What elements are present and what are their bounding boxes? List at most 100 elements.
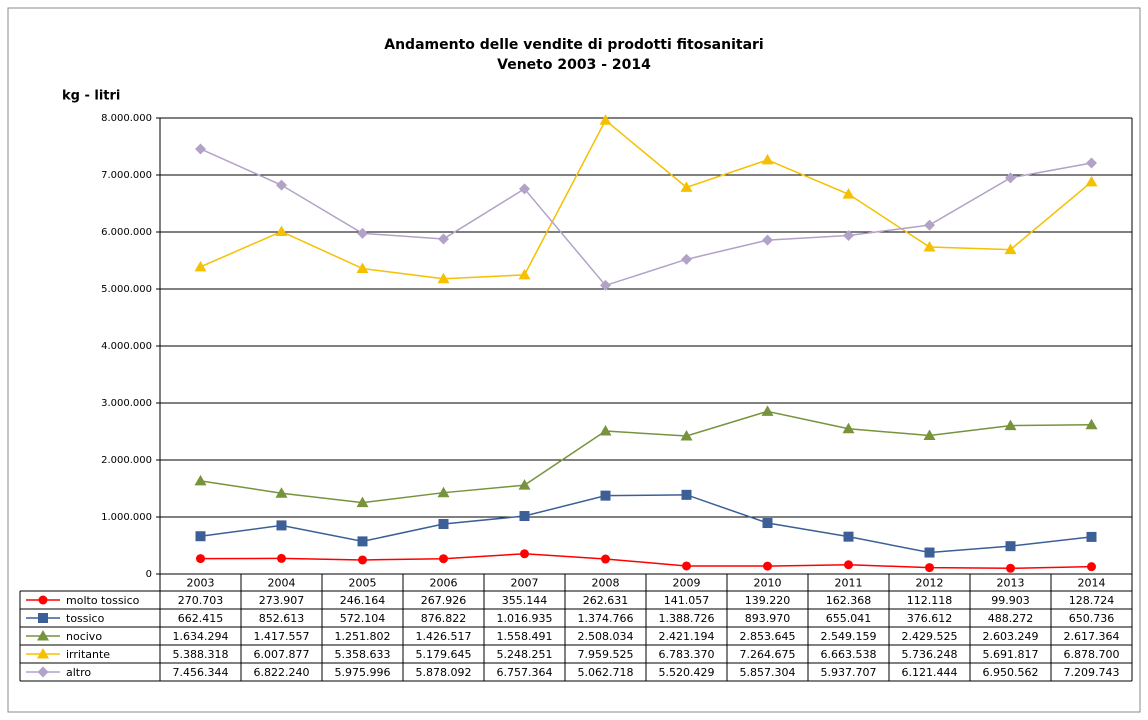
x-tick-label: 2006 — [430, 577, 458, 590]
table-cell: 2.421.194 — [659, 630, 715, 643]
table-cell: 270.703 — [178, 594, 224, 607]
marker — [276, 179, 287, 191]
x-tick-label: 2005 — [349, 577, 377, 590]
marker — [37, 648, 49, 659]
marker — [357, 227, 368, 239]
table-cell: 893.970 — [745, 612, 791, 625]
table-cell: 1.388.726 — [659, 612, 715, 625]
table-cell: 1.251.802 — [335, 630, 391, 643]
table-cell: 655.041 — [826, 612, 872, 625]
table-cell: 267.926 — [421, 594, 467, 607]
marker — [276, 520, 287, 531]
table-cell: 6.950.562 — [983, 666, 1039, 679]
legend-label: altro — [66, 666, 91, 679]
table-cell: 2.429.525 — [902, 630, 958, 643]
table-cell: 6.663.538 — [821, 648, 877, 661]
table-cell: 6.783.370 — [659, 648, 715, 661]
marker — [1006, 563, 1015, 573]
table-cell: 6.121.444 — [902, 666, 958, 679]
y-tick-label: 2.000.000 — [101, 455, 152, 466]
marker — [1005, 541, 1016, 552]
table-cell: 5.691.817 — [983, 648, 1039, 661]
marker — [842, 422, 855, 434]
marker — [1005, 172, 1016, 184]
table-cell: 1.634.294 — [173, 630, 229, 643]
table-cell: 99.903 — [991, 594, 1030, 607]
marker — [1004, 419, 1017, 431]
table-cell: 1.426.517 — [416, 630, 472, 643]
marker — [761, 405, 774, 416]
table-cell: 1.016.935 — [497, 612, 553, 625]
table-cell: 246.164 — [340, 594, 386, 607]
table-cell: 128.724 — [1069, 594, 1115, 607]
marker — [843, 230, 854, 242]
marker — [923, 429, 936, 441]
marker — [680, 429, 693, 441]
table-cell: 139.220 — [745, 594, 791, 607]
table-cell: 1.417.557 — [254, 630, 310, 643]
table-cell: 5.248.251 — [497, 648, 553, 661]
table-cell: 2.603.249 — [983, 630, 1039, 643]
marker — [437, 272, 450, 284]
table-cell: 2.853.645 — [740, 630, 796, 643]
marker — [924, 219, 935, 231]
marker — [1004, 243, 1017, 255]
marker — [357, 536, 368, 547]
series-line — [200, 148, 1092, 287]
marker — [38, 595, 48, 605]
marker — [438, 519, 449, 530]
y-tick-label: 6.000.000 — [101, 227, 152, 238]
marker — [275, 225, 288, 237]
table-cell: 5.857.304 — [740, 666, 796, 679]
chart-subtitle: Veneto 2003 - 2014 — [497, 57, 651, 73]
legend-label: nocivo — [66, 630, 102, 643]
table-cell: 141.057 — [664, 594, 710, 607]
marker — [194, 474, 207, 486]
marker — [37, 630, 49, 641]
table-cell: 162.368 — [826, 594, 872, 607]
chart-title: Andamento delle vendite di prodotti fito… — [384, 37, 763, 53]
marker — [762, 518, 773, 529]
marker — [356, 496, 369, 508]
legend-label: molto tossico — [66, 594, 140, 607]
table-cell: 650.736 — [1069, 612, 1115, 625]
y-tick-label: 3.000.000 — [101, 398, 152, 409]
marker — [356, 262, 369, 274]
marker — [844, 560, 853, 570]
table-cell: 5.179.645 — [416, 648, 472, 661]
marker — [761, 153, 774, 165]
marker — [358, 555, 367, 565]
y-tick-label: 0 — [146, 569, 152, 580]
chart-border — [7, 7, 1141, 713]
x-tick-label: 2014 — [1078, 577, 1106, 590]
marker — [438, 233, 449, 245]
x-tick-label: 2007 — [511, 577, 539, 590]
table-cell: 5.975.996 — [335, 666, 391, 679]
table-cell: 376.612 — [907, 612, 953, 625]
y-tick-label: 1.000.000 — [101, 512, 152, 523]
marker — [277, 553, 286, 563]
marker — [843, 531, 854, 542]
marker — [763, 561, 772, 571]
marker — [1086, 157, 1097, 169]
marker — [923, 241, 936, 252]
marker — [519, 511, 530, 522]
table-cell: 6.757.364 — [497, 666, 553, 679]
y-tick-label: 8.000.000 — [101, 113, 152, 124]
series-line — [200, 553, 1092, 570]
marker — [682, 561, 691, 571]
legend-label: tossico — [66, 612, 105, 625]
marker — [195, 531, 206, 542]
table-cell: 1.558.491 — [497, 630, 553, 643]
marker — [275, 487, 288, 498]
marker — [925, 563, 934, 573]
x-tick-label: 2003 — [187, 577, 215, 590]
marker — [437, 486, 450, 498]
table-cell: 5.358.633 — [335, 648, 391, 661]
y-tick-label: 4.000.000 — [101, 341, 152, 352]
table-cell: 876.822 — [421, 612, 467, 625]
table-cell: 662.415 — [178, 612, 224, 625]
marker — [439, 554, 448, 564]
x-tick-label: 2012 — [916, 577, 944, 590]
x-tick-label: 2004 — [268, 577, 296, 590]
